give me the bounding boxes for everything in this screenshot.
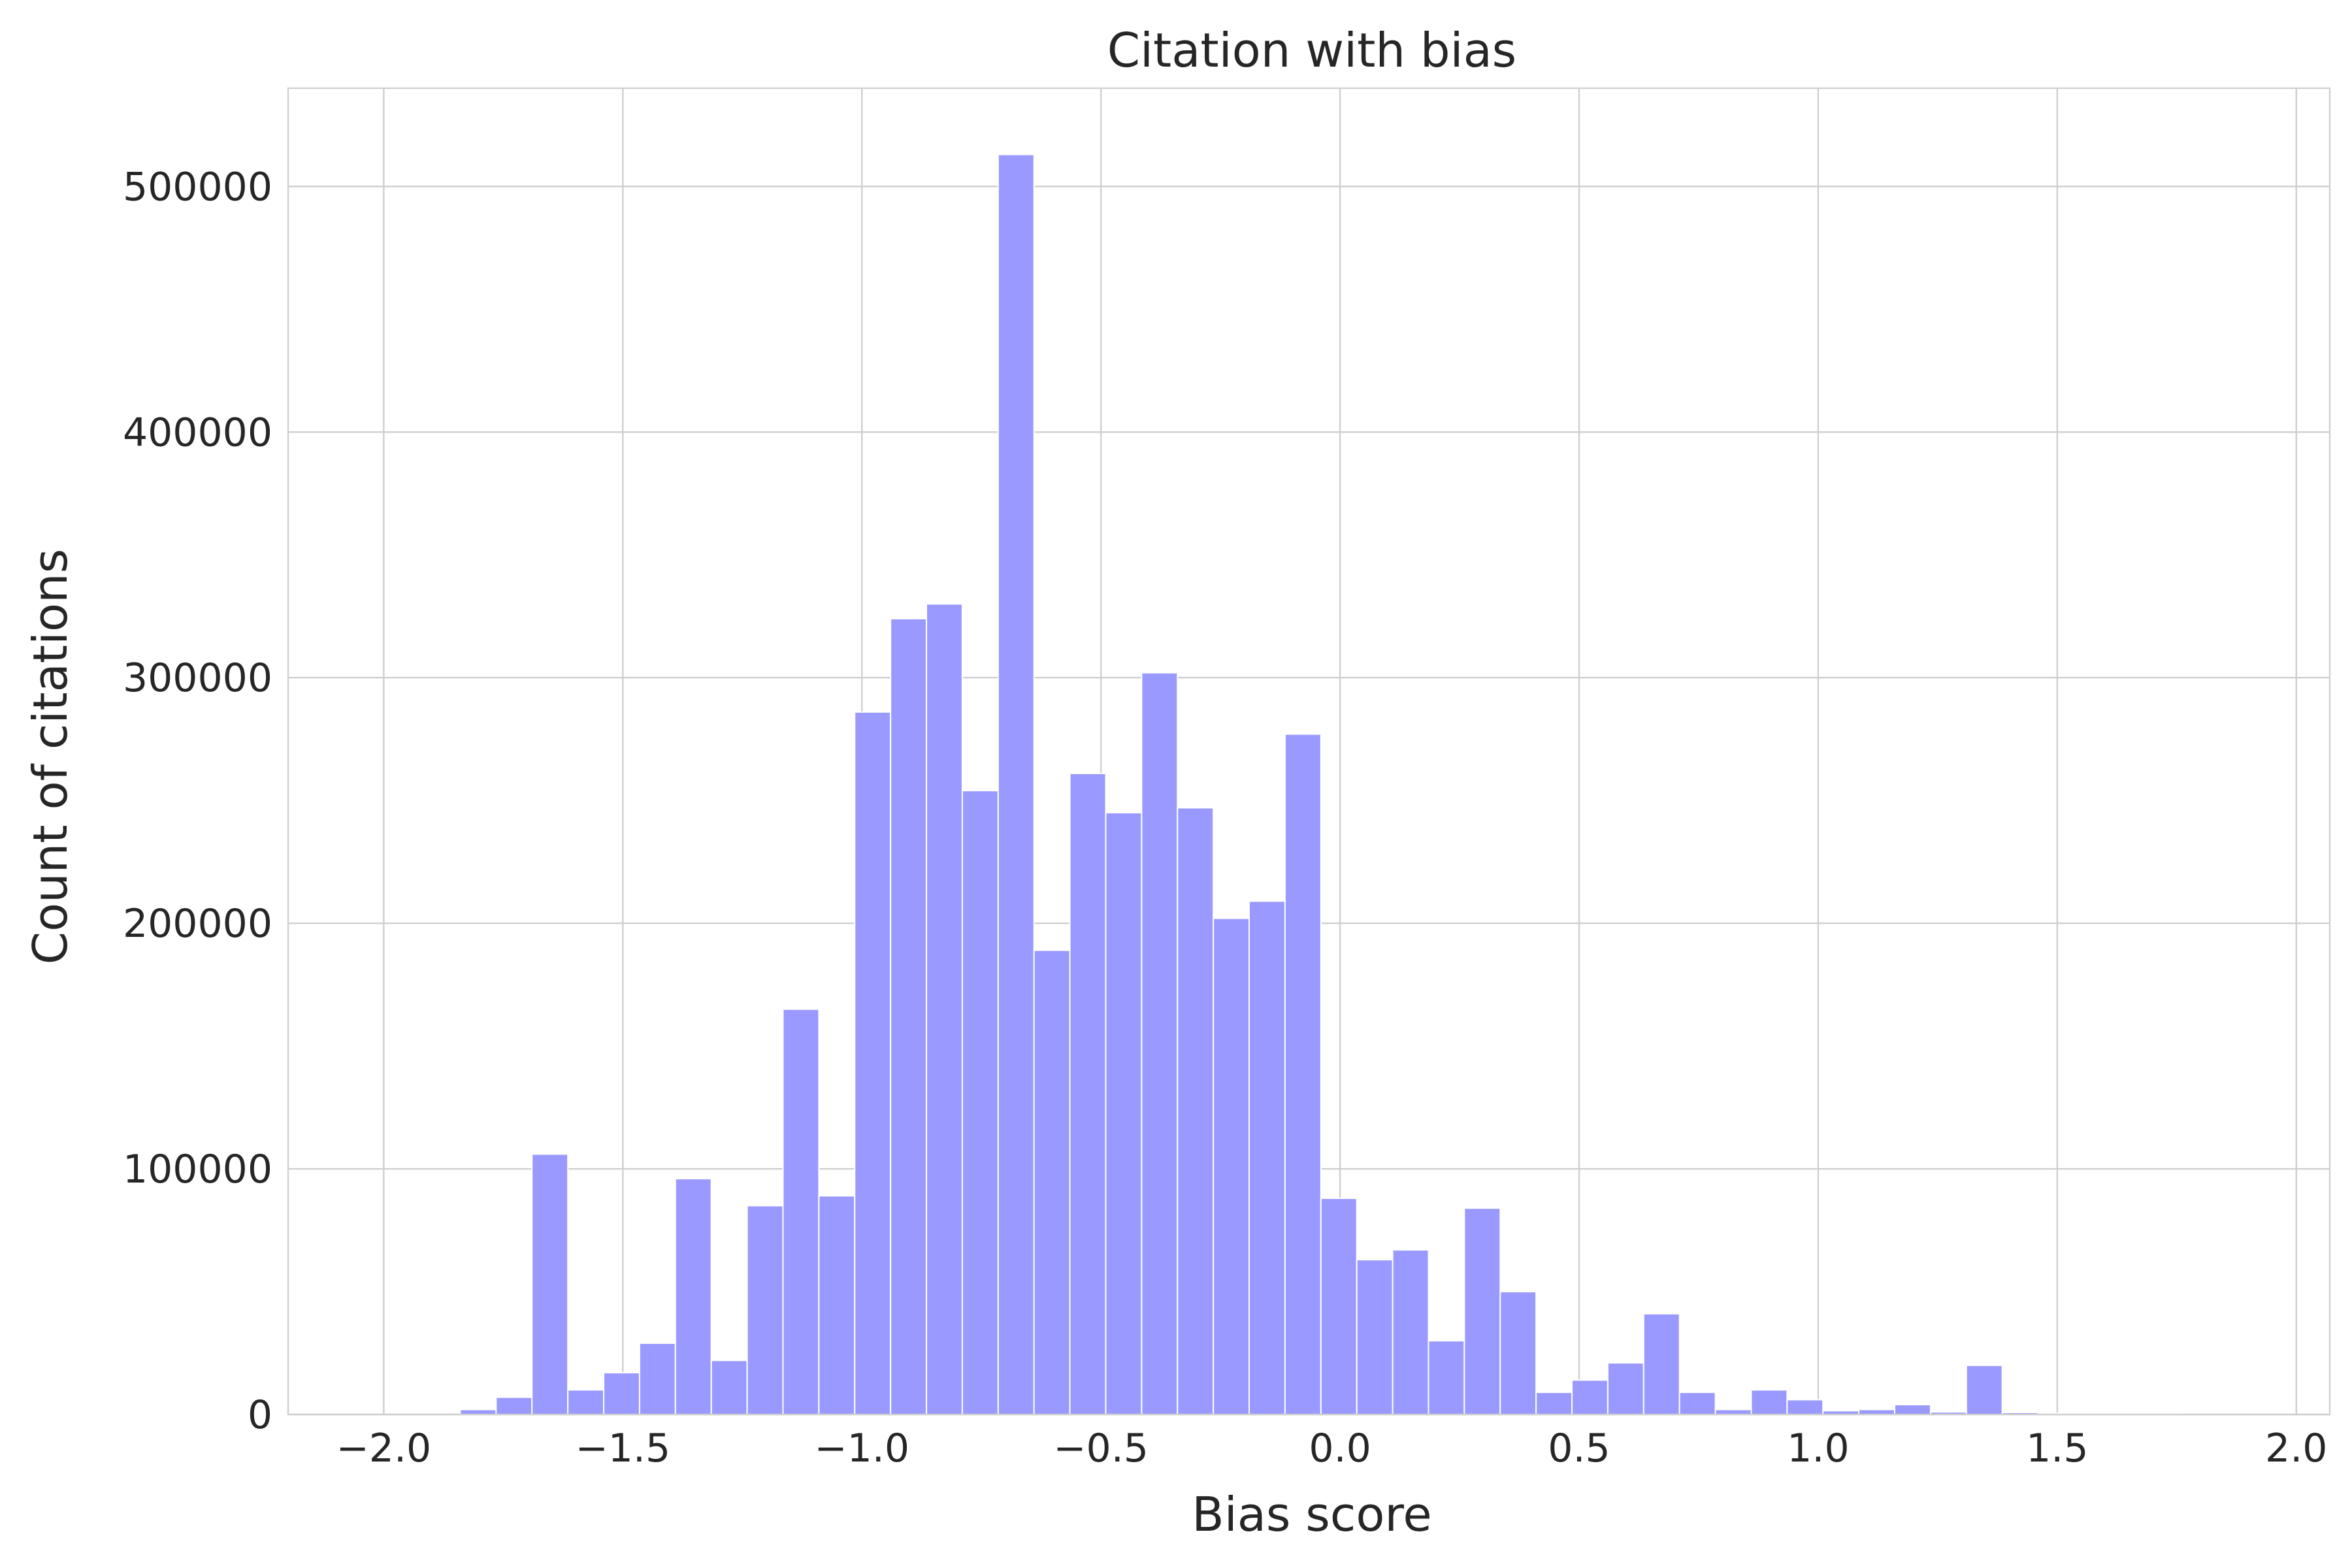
histogram-bar	[854, 711, 892, 1415]
histogram-bar	[495, 1396, 533, 1416]
histogram-bar	[890, 618, 928, 1415]
histogram-bar	[1284, 733, 1322, 1415]
y-tick-label: 0	[248, 1392, 272, 1438]
histogram-bar	[1571, 1379, 1609, 1415]
histogram-bar	[1392, 1249, 1429, 1416]
y-axis-ticks: 0 100000 200000 300000 400000 500000	[123, 164, 272, 1438]
x-tick-label: −1.5	[575, 1426, 670, 1471]
histogram-bar	[710, 1360, 748, 1416]
x-tick-label: −0.5	[1053, 1426, 1149, 1471]
histogram-bar	[603, 1372, 640, 1415]
histogram-bar	[638, 1342, 676, 1415]
histogram-bar	[531, 1153, 569, 1416]
histogram-bar	[1428, 1340, 1465, 1415]
histogram-bar	[1249, 900, 1286, 1415]
x-axis-title: Bias score	[1192, 1487, 1431, 1542]
x-tick-label: 2.0	[2265, 1426, 2327, 1471]
histogram-bar	[1894, 1403, 1931, 1415]
plot-frame	[287, 87, 2331, 1416]
y-axis-title: Count of citations	[23, 549, 78, 964]
histogram-bar	[1213, 917, 1250, 1415]
histogram-bar	[1642, 1313, 1680, 1415]
x-tick-label: 0.0	[1309, 1426, 1371, 1471]
y-tick-label: 100000	[123, 1147, 272, 1192]
y-tick-label: 300000	[123, 655, 272, 701]
histogram-bar	[1141, 672, 1179, 1415]
y-tick-label: 200000	[123, 901, 272, 947]
histogram-bar	[926, 603, 963, 1415]
x-tick-label: −1.0	[814, 1426, 909, 1471]
histogram-bar	[1786, 1399, 1824, 1415]
histogram-bar	[997, 154, 1035, 1415]
histogram-bar	[782, 1008, 820, 1415]
x-tick-label: 1.5	[2026, 1426, 2088, 1471]
histogram-bar	[1105, 811, 1143, 1415]
histogram-bar	[1750, 1389, 1788, 1416]
histogram-bar	[1356, 1259, 1394, 1415]
histogram-bar	[1033, 949, 1071, 1415]
histogram-bar	[1535, 1392, 1573, 1416]
x-tick-label: 0.5	[1548, 1426, 1610, 1471]
histogram-bar	[1965, 1364, 2003, 1415]
histogram-bar	[1463, 1207, 1501, 1415]
y-tick-label: 400000	[123, 410, 272, 455]
histogram-bar	[961, 790, 999, 1416]
y-tick-label: 500000	[123, 164, 272, 210]
histogram-bar	[1499, 1291, 1537, 1415]
histogram-bar	[1320, 1198, 1358, 1415]
histogram-bar	[746, 1205, 784, 1416]
x-tick-label: 1.0	[1787, 1426, 1849, 1471]
histogram-bar	[1069, 772, 1107, 1416]
histogram-bar	[818, 1195, 856, 1415]
histogram-bar	[567, 1389, 605, 1416]
x-axis-ticks: −2.0 −1.5 −1.0 −0.5 0.0 0.5 1.0 1.5 2.0	[336, 1426, 2328, 1471]
histogram-bar	[1678, 1392, 1716, 1416]
chart-title: Citation with bias	[1107, 23, 1516, 78]
histogram-bar	[1607, 1362, 1644, 1416]
histogram-bar	[674, 1178, 712, 1415]
x-tick-label: −2.0	[336, 1426, 432, 1471]
histogram-bar	[1177, 807, 1215, 1416]
